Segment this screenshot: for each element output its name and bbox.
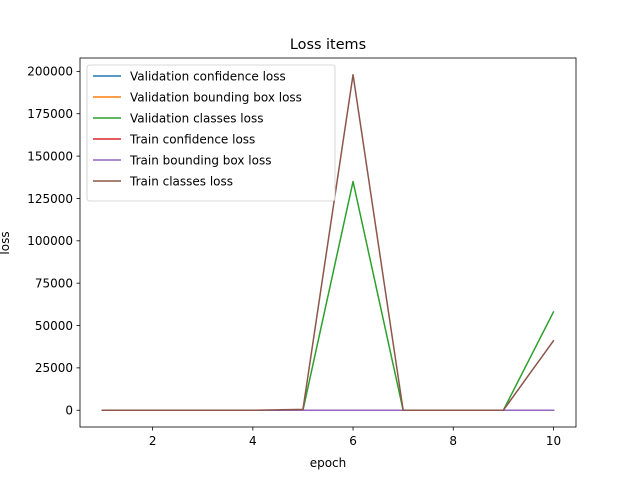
legend-label-3: Train confidence loss — [129, 133, 255, 147]
chart-title: Loss items — [290, 37, 366, 53]
legend-label-2: Validation classes loss — [130, 112, 264, 126]
x-tick-label: 6 — [349, 434, 357, 448]
y-axis: 0 25000 50000 75000 100000 125000 150000 175000… — [27, 65, 80, 418]
legend-label-4: Train bounding box loss — [129, 154, 271, 168]
legend: Validation confidence loss Validation bou… — [86, 64, 336, 202]
y-tick-label: 175000 — [27, 107, 73, 121]
y-tick-label: 100000 — [27, 234, 73, 248]
y-tick-label: 200000 — [27, 65, 73, 79]
legend-box — [86, 64, 336, 202]
y-tick-label: 125000 — [27, 192, 73, 206]
legend-label-0: Validation confidence loss — [130, 70, 286, 84]
x-axis-label: epoch — [310, 456, 347, 470]
y-tick-label: 50000 — [35, 319, 73, 333]
x-tick-label: 2 — [149, 434, 157, 448]
x-tick-label: 8 — [449, 434, 457, 448]
y-tick-label: 75000 — [35, 276, 73, 290]
legend-label-1: Validation bounding box loss — [130, 91, 302, 105]
y-axis-label: loss — [0, 231, 12, 254]
series-line-5 — [101, 74, 555, 411]
y-tick-label: 25000 — [35, 361, 73, 375]
plot-frame — [79, 57, 577, 428]
y-tick-label: 0 — [65, 404, 73, 418]
x-axis: 2 4 6 8 10 — [149, 427, 561, 448]
x-tick-label: 4 — [249, 434, 257, 448]
series-layer — [101, 74, 555, 411]
legend-label-5: Train classes loss — [129, 175, 233, 189]
y-tick-label: 150000 — [27, 149, 73, 163]
x-tick-label: 10 — [546, 434, 561, 448]
